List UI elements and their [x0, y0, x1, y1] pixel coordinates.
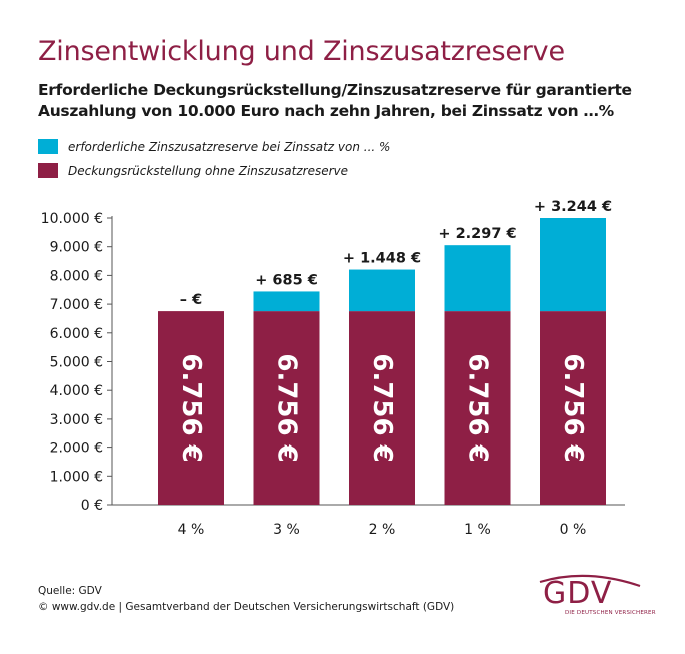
- bar-base: [444, 311, 511, 505]
- bar-reserve: [349, 269, 415, 312]
- legend-swatch-reserve: [38, 139, 58, 154]
- y-tick-label: 2.000 €: [50, 441, 103, 457]
- x-tick-label: 1 %: [464, 522, 491, 538]
- bar-base: [158, 311, 224, 505]
- legend-label-reserve: erforderliche Zinszusatzreserve bei Zins…: [68, 139, 391, 154]
- bar-base: [349, 311, 415, 505]
- bar-reserve: [540, 218, 606, 312]
- bar-top-label: + 3.244 €: [534, 199, 612, 215]
- y-tick-label: 5.000 €: [50, 355, 103, 371]
- bar-top-label: + 685 €: [255, 272, 318, 288]
- x-tick-label: 4 %: [178, 522, 205, 538]
- bar-base: [540, 311, 606, 505]
- x-tick-label: 2 %: [369, 522, 396, 538]
- gdv-logo-arc-icon: [539, 574, 641, 588]
- bar-top-label: + 1.448 €: [343, 251, 421, 267]
- footer-source: Quelle: GDV: [38, 585, 102, 597]
- bar-reserve: [444, 245, 511, 312]
- subtitle-line-1: Erforderliche Deckungsrückstellung/Zinsz…: [38, 81, 632, 99]
- y-tick-label: 0 €: [81, 498, 103, 514]
- y-tick-label: 6.000 €: [50, 326, 103, 342]
- chart-axes: 0 € 1.000 € 2.000 € 3.000 € 4.000 € 5.000 € 6.…: [41, 211, 625, 514]
- y-tick-label: 10.000 €: [41, 211, 103, 227]
- bar-base-label: 6.756 €: [367, 353, 397, 462]
- bar-base-label: 6.756 €: [176, 353, 206, 462]
- gdv-logo-text: GDV: [543, 576, 613, 611]
- chart-bars: [158, 218, 606, 505]
- chart-title: Zinsentwicklung und Zinszusatzreserve: [38, 36, 565, 67]
- y-tick-label: 3.000 €: [50, 412, 103, 428]
- y-tick-label: 8.000 €: [50, 268, 103, 284]
- legend-label-base: Deckungsrückstellung ohne Zinszusatzrese…: [68, 163, 349, 178]
- bar-base-label: 6.756 €: [463, 353, 493, 462]
- footer-copyright: © www.gdv.de | Gesamtverband der Deutsch…: [38, 601, 455, 613]
- y-tick-label: 9.000 €: [50, 240, 103, 256]
- chart-subtitle: Erforderliche Deckungsrückstellung/Zinsz…: [38, 80, 658, 122]
- bar-base-label: 6.756 €: [558, 353, 588, 462]
- bar-base: [253, 311, 320, 505]
- bar-top-label: – €: [180, 292, 202, 308]
- gdv-logo-subtext: DIE DEUTSCHEN VERSICHERER: [565, 610, 656, 616]
- legend-item-reserve: erforderliche Zinszusatzreserve bei Zins…: [38, 139, 390, 154]
- y-tick-label: 7.000 €: [50, 297, 103, 313]
- y-tick-label: 4.000 €: [50, 383, 103, 399]
- chart-labels: 6.756 € – € 4 % 6.756 € + 685 € 3 % 6.756 € + 1…: [176, 199, 612, 538]
- bar-top-label: + 2.297 €: [438, 226, 516, 242]
- x-tick-label: 3 %: [273, 522, 300, 538]
- y-tick-label: 1.000 €: [50, 469, 103, 485]
- subtitle-line-2: Auszahlung von 10.000 Euro nach zehn Jah…: [38, 102, 614, 120]
- bar-base-label: 6.756 €: [272, 353, 302, 462]
- bar-reserve: [253, 291, 320, 312]
- legend-item-base: Deckungsrückstellung ohne Zinszusatzrese…: [38, 163, 348, 178]
- footer: Quelle: GDV © www.gdv.de | Gesamtverband…: [38, 583, 454, 615]
- legend-swatch-base: [38, 163, 58, 178]
- x-tick-label: 0 %: [560, 522, 587, 538]
